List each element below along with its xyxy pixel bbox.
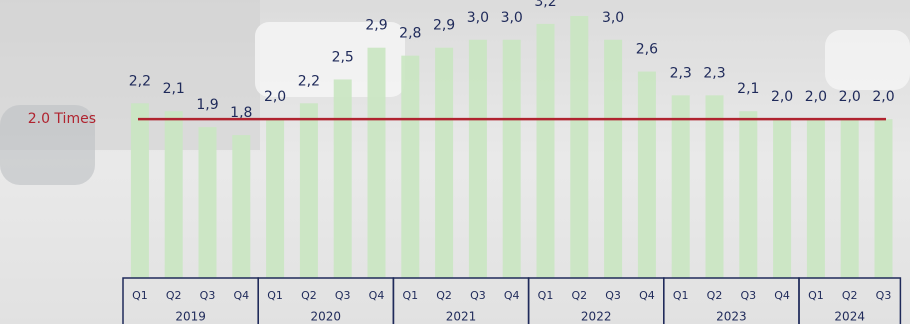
group-label: 2024	[834, 310, 865, 324]
x-tick-label: Q1	[808, 289, 824, 302]
group-label: 2022	[581, 310, 612, 324]
bar	[604, 39, 623, 278]
bar	[266, 119, 285, 278]
bar	[705, 95, 724, 279]
bar	[333, 79, 352, 279]
value-label: 2,9	[433, 18, 455, 34]
car	[0, 105, 95, 185]
x-tick-label: Q3	[740, 289, 756, 302]
bar	[536, 23, 555, 278]
value-label: 2,0	[839, 89, 861, 105]
x-tick-label: Q4	[774, 289, 790, 302]
x-tick-label: Q1	[673, 289, 689, 302]
bar	[164, 111, 183, 278]
value-label: 2,2	[298, 73, 320, 89]
bar	[637, 71, 656, 278]
x-tick-label: Q3	[876, 289, 892, 302]
bar	[435, 47, 454, 278]
value-label: 3,0	[467, 10, 489, 26]
value-label: 1,8	[230, 105, 252, 121]
x-tick-label: Q1	[132, 289, 148, 302]
value-label: 2,1	[163, 81, 185, 97]
value-label: 3,2	[534, 0, 556, 10]
value-label: 2,9	[365, 18, 387, 34]
bar	[401, 55, 420, 278]
bar	[840, 119, 859, 278]
bar	[806, 119, 825, 278]
x-tick-label: Q2	[842, 289, 858, 302]
car	[825, 30, 910, 90]
group-label: 2020	[311, 310, 342, 324]
group-label: 2019	[175, 310, 206, 324]
x-tick-label: Q3	[335, 289, 351, 302]
value-label: 1,9	[196, 97, 218, 113]
x-tick-label: Q2	[707, 289, 723, 302]
group-box	[798, 277, 902, 324]
x-tick-label: Q4	[504, 289, 520, 302]
group-label: 2023	[716, 310, 747, 324]
bar	[874, 119, 893, 278]
x-tick-label: Q2	[301, 289, 317, 302]
value-label: 2,1	[737, 81, 759, 97]
x-tick-label: Q3	[200, 289, 216, 302]
bar	[367, 47, 386, 278]
bar	[130, 103, 149, 278]
value-label: 2,0	[805, 89, 827, 105]
value-label: 2,8	[399, 26, 421, 42]
value-label: 2,0	[872, 89, 894, 105]
value-label: 2,6	[636, 42, 658, 58]
x-tick-label: Q3	[605, 289, 621, 302]
bar	[232, 135, 251, 278]
value-label: 3,0	[602, 10, 624, 26]
bar	[299, 103, 318, 278]
bar	[198, 127, 217, 278]
value-label: 2,0	[771, 89, 793, 105]
x-tick-label: Q1	[267, 289, 283, 302]
x-tick-label: Q4	[233, 289, 249, 302]
value-label: 2,2	[129, 73, 151, 89]
x-tick-label: Q3	[470, 289, 486, 302]
x-tick-label: Q2	[166, 289, 182, 302]
bar	[671, 95, 690, 279]
bar	[502, 39, 521, 278]
bar	[468, 39, 487, 278]
x-tick-label: Q2	[436, 289, 452, 302]
x-tick-label: Q1	[402, 289, 418, 302]
x-tick-label: Q4	[369, 289, 385, 302]
reference-label: 2.0 Times	[28, 111, 96, 127]
x-tick-label: Q2	[571, 289, 587, 302]
value-label: 2,5	[332, 49, 354, 65]
value-label: 3,3	[568, 0, 590, 2]
bar	[739, 111, 758, 278]
bar	[773, 119, 792, 278]
bar	[570, 15, 589, 279]
value-label: 2,3	[703, 65, 725, 81]
x-tick-label: Q1	[538, 289, 554, 302]
value-label: 3,0	[501, 10, 523, 26]
x-tick-label: Q4	[639, 289, 655, 302]
group-label: 2021	[446, 310, 477, 324]
value-label: 2,3	[670, 65, 692, 81]
value-label: 2,0	[264, 89, 286, 105]
